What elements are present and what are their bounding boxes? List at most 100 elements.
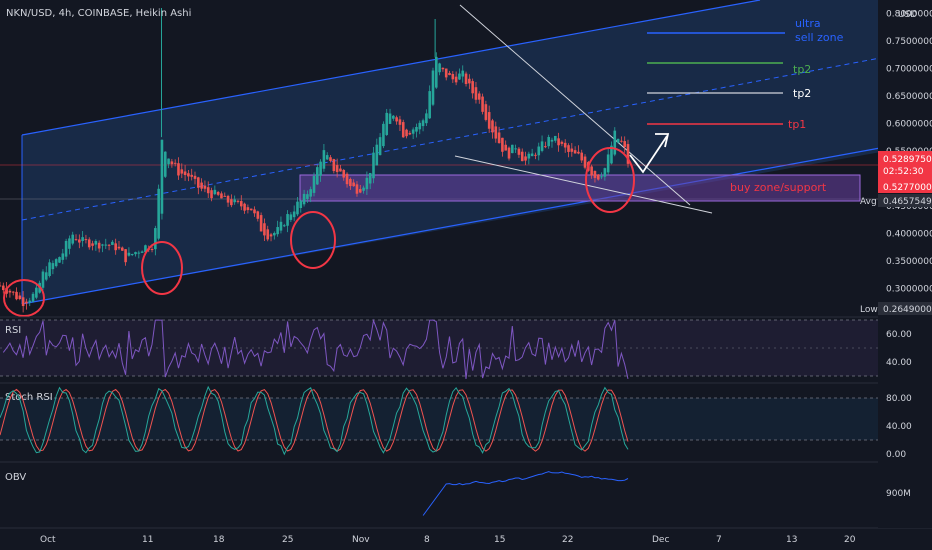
candle-body [418, 122, 422, 130]
candle-body [352, 182, 355, 187]
candle-body [117, 246, 121, 249]
obv-tick: 900M [886, 489, 911, 499]
candle-body [494, 126, 498, 139]
time-label: 7 [716, 535, 722, 545]
candle-body [454, 76, 458, 83]
candle-body [553, 135, 557, 141]
stoch-label: Stoch RSI [5, 392, 53, 403]
candle-body [200, 182, 203, 189]
candle-body [170, 161, 174, 165]
price-axis[interactable] [878, 0, 932, 528]
candle-body [464, 73, 468, 85]
tp2-white-label: tp2 [793, 87, 811, 100]
candle-body [616, 138, 620, 143]
candle-body [603, 168, 607, 177]
candle-body [220, 193, 223, 199]
candle-body [236, 200, 240, 202]
candle-body [71, 234, 75, 244]
circle-marker [3, 279, 45, 317]
candle-body [289, 214, 293, 220]
candle-body [309, 189, 312, 197]
symbol-title[interactable]: NKN/USD, 4h, COINBASE, Heikin Ashi [6, 8, 191, 19]
candle-body [120, 247, 124, 251]
price-tick-label: 0.30000000 [886, 284, 932, 294]
candle-body [398, 119, 402, 125]
candle-body [61, 253, 65, 260]
candle-body [560, 141, 564, 144]
candle-body [444, 68, 448, 78]
candle-body [520, 151, 524, 162]
candle-body [292, 211, 296, 218]
rsi-line [2, 318, 629, 380]
candle-body [537, 146, 541, 156]
candle-body [438, 63, 441, 73]
buy-zone-box[interactable] [299, 174, 861, 202]
candle-body [101, 244, 104, 246]
candle-body [104, 244, 108, 246]
candle-body [54, 259, 58, 267]
rsi-tick: 60.00 [886, 330, 912, 340]
time-label: 15 [494, 535, 505, 545]
candle-body [177, 163, 180, 176]
candle-body [401, 122, 405, 138]
candle-body [577, 151, 580, 154]
obv-label: OBV [5, 472, 26, 483]
candle-body [415, 126, 418, 132]
candle-body [524, 156, 527, 161]
candle-body [124, 249, 127, 263]
candle-body [448, 72, 451, 76]
candle-body [2, 285, 5, 291]
candle-body [84, 239, 88, 241]
candle-body [474, 87, 478, 100]
candle-body [144, 245, 147, 253]
candle-body [332, 159, 336, 172]
candle-body [461, 70, 465, 77]
candle-body [325, 155, 329, 160]
open-price-tag [878, 181, 932, 193]
candle-body [187, 173, 190, 177]
candle-body [21, 297, 25, 307]
candle-body [28, 300, 32, 303]
candle-body [114, 243, 117, 251]
candle-body [368, 172, 372, 184]
candle-body [358, 189, 362, 193]
candle-body [596, 174, 600, 180]
candle-body [487, 112, 491, 129]
candle-body [431, 70, 435, 105]
candle-body [540, 141, 544, 151]
candle-body [511, 144, 514, 154]
candle-body [388, 113, 392, 124]
rsi-tick: 40.00 [886, 358, 912, 368]
candle-body [434, 56, 438, 88]
candle-body [0, 285, 2, 287]
candle-body [74, 239, 78, 241]
candle-body [319, 161, 322, 176]
candle-body [302, 193, 306, 205]
time-axis[interactable]: Oct 11 18 25 Nov 8 15 22 Dec 7 13 20 [40, 535, 856, 545]
candle-body [316, 167, 319, 185]
candle-body [25, 301, 28, 304]
last-price-tag [878, 151, 932, 181]
avg-price-tag [878, 194, 932, 207]
candle-body [127, 252, 131, 256]
candle-body [157, 188, 160, 239]
low-price-tag [878, 302, 932, 315]
candle-body [385, 112, 389, 135]
projection-arrowhead-icon [655, 133, 670, 148]
candle-body [375, 144, 379, 166]
candle-body [362, 187, 365, 191]
candle-body [266, 229, 270, 240]
candle-body [51, 263, 55, 270]
candle-body [111, 241, 114, 245]
candle-body [44, 272, 48, 280]
candle-body [173, 162, 177, 164]
candle-body [213, 189, 217, 195]
candle-body [306, 194, 309, 200]
open-price-value: 0.52770000 [883, 183, 932, 193]
stoch-d-line [0, 388, 629, 452]
candle-body [193, 175, 197, 179]
candle-body [87, 239, 91, 248]
